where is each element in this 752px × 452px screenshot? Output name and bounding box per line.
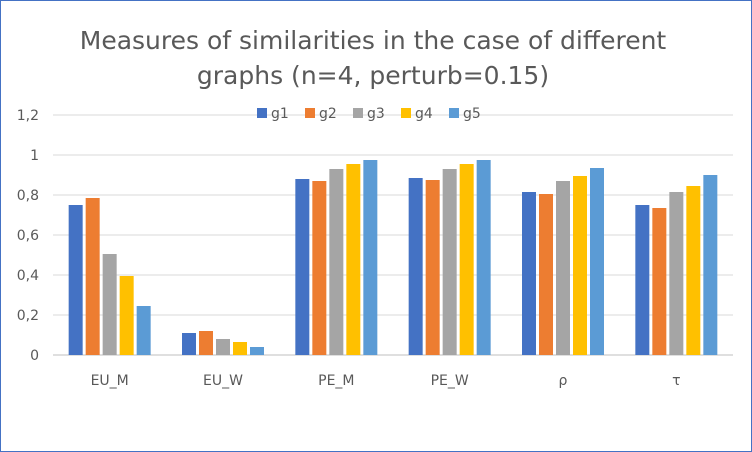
bar-g1-2 bbox=[295, 179, 310, 355]
bar-g1-3 bbox=[408, 178, 423, 355]
legend-label: g4 bbox=[415, 106, 433, 122]
bar-g5-0 bbox=[136, 306, 151, 355]
x-tick-label: τ bbox=[672, 373, 680, 389]
bar-g3-3 bbox=[442, 169, 457, 355]
bar-g2-5 bbox=[652, 208, 667, 355]
legend-swatch-g3 bbox=[353, 108, 363, 118]
x-tick-label: PE_M bbox=[318, 373, 354, 389]
bar-g5-1 bbox=[250, 347, 264, 355]
y-tick-label: 1 bbox=[30, 148, 39, 164]
bar-g3-5 bbox=[669, 192, 684, 355]
y-tick-label: 0 bbox=[30, 348, 39, 364]
bar-g5-5 bbox=[703, 175, 718, 355]
legend-swatch-g5 bbox=[449, 108, 459, 118]
bar-g1-4 bbox=[522, 192, 536, 355]
bar-g2-1 bbox=[199, 331, 213, 355]
legend-label: g2 bbox=[319, 106, 337, 122]
bar-g4-3 bbox=[459, 164, 474, 355]
bar-g4-4 bbox=[573, 176, 587, 355]
y-tick-label: 1,2 bbox=[17, 108, 39, 124]
bar-g4-5 bbox=[686, 186, 701, 355]
bar-g3-1 bbox=[216, 339, 230, 355]
y-axis-tick-labels: 0 0,2 0,4 0,6 0,8 1 1,2 bbox=[17, 108, 39, 364]
bar-g2-4 bbox=[539, 194, 553, 355]
y-tick-label: 0,8 bbox=[17, 188, 39, 204]
chart-title: Measures of similarities in the case of … bbox=[80, 26, 667, 90]
bar-g3-0 bbox=[102, 254, 117, 355]
bar-g2-0 bbox=[85, 198, 100, 355]
x-tick-label: ρ bbox=[559, 373, 568, 389]
bars bbox=[68, 160, 718, 355]
legend-label: g3 bbox=[367, 106, 385, 122]
legend-label: g5 bbox=[463, 106, 481, 122]
bar-g3-2 bbox=[329, 169, 344, 355]
y-tick-label: 0,4 bbox=[17, 268, 39, 284]
bar-g5-3 bbox=[476, 160, 491, 355]
chart-title-line-1: Measures of similarities in the case of … bbox=[80, 26, 667, 55]
x-axis-tick-labels: EU_M EU_W PE_M PE_W ρ τ bbox=[91, 373, 681, 389]
bar-g2-2 bbox=[312, 181, 327, 355]
bar-g5-4 bbox=[590, 168, 604, 355]
bar-g5-2 bbox=[363, 160, 378, 355]
bar-g1-1 bbox=[182, 333, 196, 355]
gridlines bbox=[53, 114, 733, 356]
bar-g3-4 bbox=[556, 181, 570, 355]
bar-g4-1 bbox=[233, 342, 247, 355]
bar-g1-0 bbox=[68, 205, 83, 355]
bar-g4-2 bbox=[346, 164, 361, 355]
x-tick-label: EU_M bbox=[91, 373, 129, 389]
y-tick-label: 0,6 bbox=[17, 228, 39, 244]
y-tick-label: 0,2 bbox=[17, 308, 39, 324]
legend-swatch-g2 bbox=[305, 108, 315, 118]
legend: g1 g2 g3 g4 g5 bbox=[257, 106, 481, 122]
legend-swatch-g4 bbox=[401, 108, 411, 118]
x-tick-label: PE_W bbox=[431, 373, 469, 389]
chart-title-line-2: graphs (n=4, perturb=0.15) bbox=[197, 61, 549, 90]
legend-swatch-g1 bbox=[257, 108, 267, 118]
legend-label: g1 bbox=[271, 106, 289, 122]
x-tick-label: EU_W bbox=[203, 373, 243, 389]
bar-g4-0 bbox=[119, 276, 134, 355]
bar-g2-3 bbox=[425, 180, 440, 355]
bar-g1-5 bbox=[635, 205, 650, 355]
